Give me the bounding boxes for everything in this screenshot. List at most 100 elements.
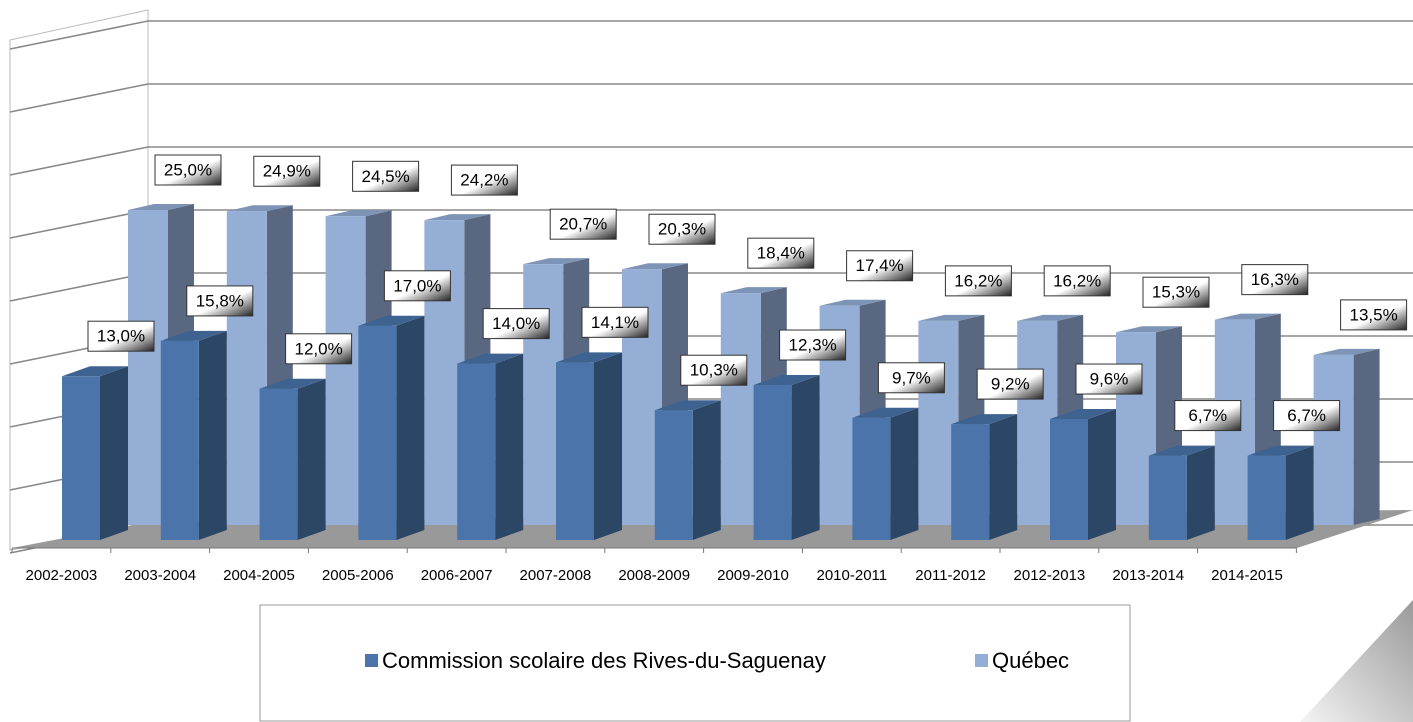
bar xyxy=(753,375,820,540)
bar-side xyxy=(1088,409,1116,540)
bar-front xyxy=(1313,354,1354,525)
bar xyxy=(1247,445,1314,540)
bar-side xyxy=(495,353,524,540)
x-tick-label: 2002-2003 xyxy=(26,567,98,584)
bar-front xyxy=(556,362,594,540)
bar-top xyxy=(62,366,128,377)
grid-line-side xyxy=(9,83,149,113)
bar-side xyxy=(396,315,425,540)
value-label-box xyxy=(1142,276,1210,308)
value-label-box xyxy=(976,368,1044,400)
bar-side xyxy=(297,378,326,540)
bar-front xyxy=(325,216,366,526)
bar-front xyxy=(1050,419,1088,540)
bar-top xyxy=(424,214,491,221)
value-label-box xyxy=(877,362,945,394)
value-label-box xyxy=(383,270,451,302)
bar-top xyxy=(753,375,820,386)
x-tick-label: 2005-2006 xyxy=(322,567,394,584)
bar-top xyxy=(556,352,622,363)
value-label: 18,4% xyxy=(757,244,805,263)
bar-top xyxy=(523,258,590,265)
value-label-box xyxy=(846,250,914,282)
bar-side xyxy=(594,352,622,540)
x-tick-label: 2006-2007 xyxy=(421,567,493,584)
value-label-box xyxy=(1340,299,1408,331)
value-label: 10,3% xyxy=(690,361,738,380)
bar-side xyxy=(1186,445,1215,540)
grid-line-side xyxy=(9,146,149,176)
value-label-box xyxy=(680,354,748,386)
bar-top xyxy=(1313,348,1380,355)
bar xyxy=(951,414,1018,540)
bar-top xyxy=(852,407,919,418)
value-label: 12,0% xyxy=(294,339,342,358)
bar-side xyxy=(791,375,820,540)
value-label: 14,1% xyxy=(591,313,639,332)
bar-front xyxy=(654,410,693,540)
x-tick-label: 2009-2010 xyxy=(717,567,789,584)
value-label: 6,7% xyxy=(1188,406,1227,425)
bar xyxy=(457,353,524,540)
legend-label: Commission scolaire des Rives-du-Saguena… xyxy=(382,648,826,673)
bar-front xyxy=(951,424,990,540)
x-tick-label: 2014-2015 xyxy=(1211,567,1283,584)
legend-swatch xyxy=(365,654,378,667)
bar-top xyxy=(457,353,524,364)
bar-side xyxy=(100,366,128,540)
bar-top xyxy=(226,205,293,212)
x-tick-label: 2010-2011 xyxy=(816,567,887,584)
bar-top xyxy=(951,414,1018,425)
value-label: 17,4% xyxy=(855,256,903,275)
value-label-box xyxy=(186,285,254,317)
bar-front xyxy=(819,305,860,525)
value-label-box xyxy=(87,320,155,352)
bar-top xyxy=(918,314,985,321)
value-label-box xyxy=(1241,264,1309,296)
value-label: 15,3% xyxy=(1152,283,1200,302)
legend-label: Québec xyxy=(992,648,1069,673)
value-label: 14,0% xyxy=(492,314,540,333)
bar xyxy=(160,330,227,540)
value-label: 24,2% xyxy=(460,171,508,190)
value-label-box xyxy=(944,265,1012,297)
x-tick-label: 2004-2005 xyxy=(223,567,295,584)
bar xyxy=(62,366,128,540)
value-label: 13,0% xyxy=(97,327,145,346)
value-label: 16,2% xyxy=(954,271,1002,290)
value-label-box xyxy=(450,164,518,196)
x-tick-label: 2012-2013 xyxy=(1014,567,1086,584)
x-tick-label: 2008-2009 xyxy=(618,567,690,584)
bar xyxy=(852,407,919,540)
value-label: 12,3% xyxy=(788,336,836,355)
bar-top xyxy=(1050,409,1116,420)
grid-line-side xyxy=(9,209,149,239)
value-label-box xyxy=(1043,265,1111,297)
bar-top xyxy=(1017,314,1084,321)
bar-front xyxy=(259,388,298,540)
bar-front xyxy=(753,385,792,540)
bar-top xyxy=(160,330,227,341)
value-label: 16,2% xyxy=(1053,271,1101,290)
bar-side xyxy=(1285,445,1314,540)
value-label-box xyxy=(285,333,353,365)
bar-front xyxy=(62,376,100,540)
bar-side xyxy=(692,400,721,540)
bar xyxy=(654,400,721,540)
x-tick-label: 2011-2012 xyxy=(915,567,986,584)
value-label: 9,7% xyxy=(892,368,931,387)
bar-front xyxy=(128,210,168,525)
bar-top xyxy=(128,204,194,210)
x-tick-label: 2003-2004 xyxy=(124,567,196,584)
value-label-box xyxy=(154,154,222,186)
value-label: 9,2% xyxy=(991,375,1030,394)
x-tick-label: 2007-2008 xyxy=(520,567,592,584)
bar-top xyxy=(1214,313,1281,320)
value-label-box xyxy=(253,155,321,187)
value-label: 13,5% xyxy=(1349,305,1397,324)
bar-side xyxy=(890,407,919,540)
value-label-box xyxy=(352,160,420,192)
bar-top xyxy=(1148,445,1215,456)
value-label: 16,3% xyxy=(1251,270,1299,289)
